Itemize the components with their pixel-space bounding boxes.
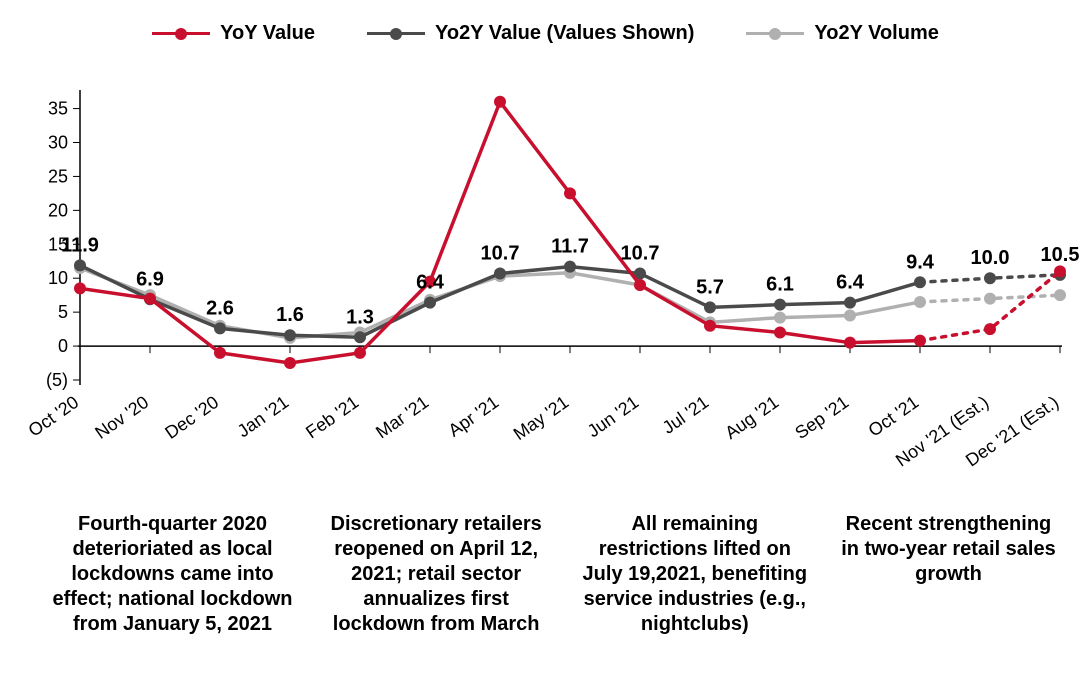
y-tick-label: (5): [46, 370, 68, 390]
retail-chart: YoY Value Yo2Y Value (Values Shown) Yo2Y…: [0, 0, 1091, 674]
annotation: All remaining restrictions lifted on Jul…: [577, 512, 812, 637]
x-tick-label: May '21: [510, 392, 573, 444]
data-label: 6.4: [836, 272, 865, 294]
x-tick-label: Oct '21: [865, 392, 923, 441]
data-marker: [634, 279, 646, 291]
data-label: 10.5: [1041, 244, 1080, 266]
x-tick-label: Feb '21: [302, 392, 362, 443]
data-marker: [984, 293, 996, 305]
y-tick-label: 20: [48, 200, 68, 220]
data-marker: [354, 331, 366, 343]
y-tick-label: 10: [48, 268, 68, 288]
data-marker: [914, 276, 926, 288]
data-label: 1.3: [346, 306, 374, 328]
data-marker: [1054, 265, 1066, 277]
annotations: Fourth-quarter 2020 deterioriated as loc…: [0, 512, 1091, 637]
data-marker: [214, 322, 226, 334]
data-marker: [844, 297, 856, 309]
data-marker: [844, 337, 856, 349]
y-tick-label: 5: [58, 302, 68, 322]
data-label: 6.4: [416, 272, 445, 294]
y-tick-label: 25: [48, 166, 68, 186]
data-marker: [564, 187, 576, 199]
data-label: 10.7: [621, 242, 660, 264]
data-marker: [284, 329, 296, 341]
data-marker: [774, 312, 786, 324]
data-marker: [1054, 289, 1066, 301]
data-marker: [354, 347, 366, 359]
x-tick-label: Oct '20: [25, 392, 83, 441]
annotation: Recent strengthening in two-year retail …: [836, 512, 1061, 637]
data-label: 9.4: [906, 251, 935, 273]
y-tick-label: 30: [48, 133, 68, 153]
data-marker: [914, 335, 926, 347]
data-marker: [144, 293, 156, 305]
x-tick-label: Jan '21: [234, 392, 293, 441]
data-label: 2.6: [206, 297, 234, 319]
data-label: 11.7: [551, 236, 589, 258]
data-label: 1.6: [276, 304, 304, 326]
data-marker: [74, 282, 86, 294]
data-marker: [74, 259, 86, 271]
annotation: Fourth-quarter 2020 deterioriated as loc…: [50, 512, 295, 637]
data-marker: [984, 323, 996, 335]
y-tick-label: 35: [48, 99, 68, 119]
annotation: Discretionary retailers reopened on Apri…: [319, 512, 554, 637]
x-tick-label: Apr '21: [445, 392, 503, 441]
x-tick-label: Jul '21: [659, 392, 713, 438]
data-label: 10.0: [971, 247, 1010, 269]
data-marker: [774, 327, 786, 339]
x-tick-label: Sep '21: [791, 392, 852, 443]
data-marker: [704, 320, 716, 332]
data-marker: [914, 296, 926, 308]
x-tick-label: Mar '21: [372, 392, 432, 442]
x-tick-label: Dec '20: [161, 392, 222, 443]
data-marker: [564, 261, 576, 273]
data-label: 5.7: [696, 276, 724, 298]
data-marker: [214, 347, 226, 359]
data-label: 6.1: [766, 274, 794, 296]
data-marker: [424, 297, 436, 309]
x-tick-label: Aug '21: [721, 392, 782, 443]
data-marker: [284, 357, 296, 369]
data-marker: [844, 310, 856, 322]
y-tick-label: 0: [58, 336, 68, 356]
data-label: 6.9: [136, 268, 164, 290]
data-label: 10.7: [481, 242, 520, 264]
x-tick-label: Jun '21: [584, 392, 643, 441]
data-marker: [494, 96, 506, 108]
data-marker: [704, 301, 716, 313]
data-marker: [494, 267, 506, 279]
data-marker: [984, 272, 996, 284]
data-label: 11.9: [61, 234, 99, 256]
x-tick-label: Nov '20: [91, 392, 152, 443]
data-marker: [774, 299, 786, 311]
